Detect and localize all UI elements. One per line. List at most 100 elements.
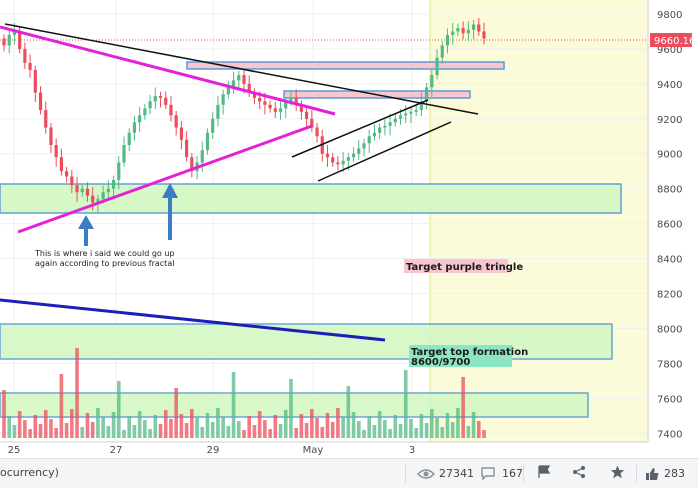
share-icon [572,465,586,484]
volume-bar [325,413,330,438]
candle-body [331,157,335,163]
candle-body [404,113,408,116]
candle-body [75,185,79,193]
price-chart[interactable]: This is where i said we could go up agai… [0,0,698,458]
volume-bar [471,412,476,438]
candle-body [315,127,319,137]
views-count: 27341 [439,467,474,480]
price-tick-label: 8600 [657,220,682,231]
comments-counter[interactable]: 167 [481,459,523,488]
candle-body [357,148,361,154]
candle-body [258,97,262,102]
arrow-up-1 [78,215,94,246]
favorite-button[interactable] [603,463,631,485]
price-tick-label: 9800 [657,10,682,21]
candle-body [362,143,366,149]
candle-body [111,179,116,189]
candle-body [70,176,74,186]
volume-bar [179,414,184,438]
candle-body [117,162,121,180]
volume-bar [383,420,387,438]
volume-bar [221,417,225,438]
time-tick-label: 29 [207,445,220,456]
candle-body [85,188,90,196]
volume-bar [169,419,173,438]
candle-body [409,111,413,114]
share-button[interactable] [565,463,593,485]
black-descending-trendline[interactable] [4,23,479,115]
candle-body [65,171,69,177]
candle-body [482,31,486,39]
volume-bar [64,423,69,438]
candle-body [205,132,210,151]
candle-body [216,104,220,119]
candle-body [435,57,439,76]
volume-bar [163,410,168,438]
candle-body [7,34,11,46]
channel-upper-line[interactable] [291,99,429,158]
volume-bar [294,428,298,438]
price-tick-label: 7600 [657,394,682,405]
volume-bar [85,413,90,438]
volume-bar [216,408,220,438]
magenta-lower-trendline[interactable] [17,124,313,234]
candle-body [247,83,251,93]
candle-body [383,125,387,128]
volume-bar [445,413,450,438]
likes-count: 283 [664,467,685,480]
resistance-zone-9500 [186,61,505,70]
candle-body [440,45,444,58]
volume-bar [336,408,340,438]
flag-button[interactable] [530,463,558,485]
volume-bar [158,424,163,438]
like-button[interactable]: 283 [645,459,685,488]
volume-bar [43,410,48,438]
candle-body [372,132,377,137]
volume-bar [127,416,132,438]
volume-bar [320,427,325,438]
price-tick-label: 8000 [657,324,682,335]
volume-bar [33,415,38,438]
volume-bar [403,370,408,438]
blue-trendline[interactable] [0,298,386,342]
volume-bar [304,423,309,438]
fractal-note-line-1: This is where i said we could go up [34,249,175,258]
separator [636,465,637,483]
volume-bar [456,408,460,438]
volume-bar [184,423,189,438]
volume-bar [289,379,293,438]
volume-bar [132,425,137,438]
volume-bar [315,418,319,438]
chart-area[interactable]: This is where i said we could go up agai… [0,0,698,458]
volume-bar [200,427,205,438]
price-tick-label: 7400 [657,429,682,440]
candle-body [33,69,37,93]
candle-body [38,92,43,111]
magenta-upper-trendline[interactable] [0,25,336,116]
volume-bar [226,426,231,438]
candle-body [158,96,163,98]
target-top-label-bg [409,345,512,367]
volume-bar [341,417,345,438]
candle-body [54,145,58,158]
volume-bar [137,411,142,438]
price-tick-label: 7800 [657,359,682,370]
symbol-label[interactable]: ocurrency) [0,466,59,479]
price-axis-labels: 7400 7600 7800 8000 8200 8400 8600 8800 9000 9200… [657,10,682,440]
volume-bars [2,348,486,438]
volume-bar [174,388,178,438]
price-tick-label: 9600 [657,45,682,56]
candle-body [28,62,32,70]
candle-body [378,127,382,133]
candle-body [252,92,257,98]
volume-bar [330,422,335,438]
volume-bar [247,416,252,438]
price-tick-label: 9000 [657,150,682,161]
candle-body [174,115,178,128]
candle-body [143,108,147,116]
views-counter: 27341 [417,459,474,488]
channel-lower-line[interactable] [317,121,452,182]
candle-body [430,75,434,88]
thumbs-up-icon [645,467,659,481]
candle-body [445,34,450,46]
